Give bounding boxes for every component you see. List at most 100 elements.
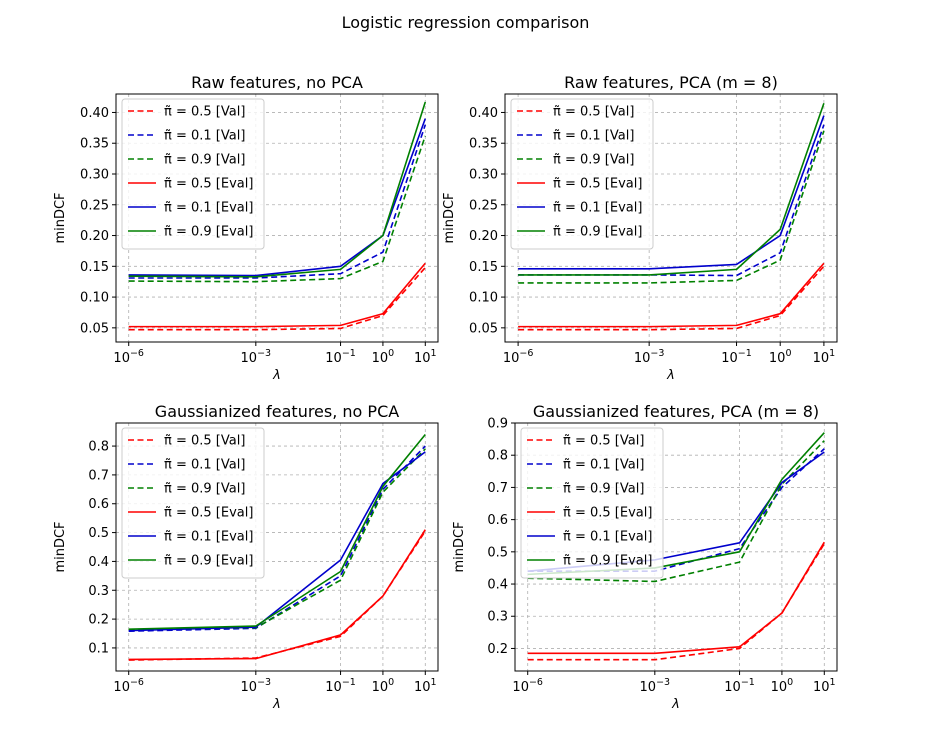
legend-entry: π̃ = 0.5 [Val] bbox=[164, 105, 245, 120]
x-tick-label: 10−6 bbox=[113, 677, 144, 695]
series-line-3 bbox=[128, 135, 427, 283]
subplot-3: 10−6 10−3 10−1 100 101 0.1 0.2 0.3 0.4 0.5 0.6 0.7 0… bbox=[53, 402, 439, 712]
legend-entry: π̃ = 0.1 [Val] bbox=[563, 458, 644, 473]
x-tick-label: 101 bbox=[813, 348, 836, 366]
x-tick-label: 100 bbox=[769, 348, 792, 366]
figure-suptitle: Logistic regression comparison bbox=[342, 13, 590, 32]
y-tick-label: 0.7 bbox=[88, 468, 109, 483]
y-tick-label: 0.20 bbox=[80, 229, 109, 244]
y-tick-label: 0.05 bbox=[469, 321, 498, 336]
legend-box bbox=[520, 427, 664, 579]
legend-box bbox=[121, 427, 265, 579]
y-tick-label: 0.9 bbox=[487, 417, 508, 432]
subplots: 10−6 10−3 10−1 100 101 0.05 0.10 0.15 0.20 0.25 0.… bbox=[53, 73, 838, 712]
series-line-3 bbox=[527, 440, 825, 583]
x-axis-label: λ bbox=[671, 697, 680, 712]
x-tick-label: 101 bbox=[813, 677, 836, 695]
x-tick-label: 10−1 bbox=[721, 348, 752, 366]
legend: π̃ = 0.5 [Val] π̃ = 0.1 [Val] π̃ = 0.9 [Va… bbox=[520, 427, 664, 579]
legend-entry: π̃ = 0.1 [Eval] bbox=[164, 530, 253, 545]
x-tick-label: 10−3 bbox=[640, 677, 671, 695]
y-axis-label: minDCF bbox=[53, 521, 68, 572]
y-tick-label: 0.7 bbox=[487, 481, 508, 496]
legend-entry: π̃ = 0.9 [Eval] bbox=[164, 225, 253, 240]
subplot-title: Raw features, PCA (m = 8) bbox=[564, 73, 778, 92]
series-line-2 bbox=[128, 445, 426, 632]
legend-box bbox=[510, 98, 654, 250]
x-tick-label: 101 bbox=[414, 677, 437, 695]
y-tick-label: 0.20 bbox=[469, 229, 498, 244]
series-line-2 bbox=[527, 448, 825, 572]
y-tick-label: 0.3 bbox=[88, 584, 109, 599]
x-axis-label: λ bbox=[666, 368, 675, 383]
series-line-5 bbox=[518, 115, 825, 270]
legend: π̃ = 0.5 [Val] π̃ = 0.1 [Val] π̃ = 0.9 [Va… bbox=[121, 98, 265, 250]
axes-frame bbox=[115, 93, 439, 343]
y-tick-label: 0.5 bbox=[88, 526, 109, 541]
legend-entry: π̃ = 0.9 [Eval] bbox=[563, 554, 652, 569]
series-line-4 bbox=[128, 529, 426, 661]
y-axis-label: minDCF bbox=[53, 192, 68, 243]
x-tick-label: 10−3 bbox=[241, 677, 272, 695]
y-tick-label: 0.30 bbox=[80, 168, 109, 183]
legend-entry: π̃ = 0.1 [Eval] bbox=[563, 530, 652, 545]
legend-entry: π̃ = 0.1 [Eval] bbox=[553, 201, 642, 216]
series-line-1 bbox=[128, 267, 426, 331]
axes-frame bbox=[115, 422, 439, 672]
legend-entry: π̃ = 0.5 [Eval] bbox=[563, 506, 652, 521]
axes-frame bbox=[504, 93, 838, 343]
legend-entry: π̃ = 0.9 [Eval] bbox=[164, 554, 253, 569]
series-line-5 bbox=[128, 118, 427, 277]
x-axis-label: λ bbox=[272, 368, 281, 383]
subplot-4: 10−6 10−3 10−1 100 101 0.2 0.3 0.4 0.5 0.6 0.7 0.8 0… bbox=[452, 402, 838, 712]
legend-entry: π̃ = 0.1 [Val] bbox=[164, 458, 245, 473]
y-tick-label: 0.15 bbox=[469, 260, 498, 275]
legend-entry: π̃ = 0.9 [Val] bbox=[563, 482, 644, 497]
legend-entry: π̃ = 0.5 [Val] bbox=[563, 434, 644, 449]
subplot-title: Raw features, no PCA bbox=[191, 73, 363, 92]
legend-entry: π̃ = 0.5 [Eval] bbox=[164, 177, 253, 192]
x-tick-label: 101 bbox=[414, 348, 437, 366]
y-tick-label: 0.40 bbox=[469, 106, 498, 121]
subplot-2: 10−6 10−3 10−1 100 101 0.05 0.10 0.15 0.20 0.25 0.… bbox=[442, 73, 838, 383]
x-tick-label: 10−3 bbox=[241, 348, 272, 366]
y-axis-label: minDCF bbox=[452, 521, 467, 572]
y-tick-label: 0.40 bbox=[80, 106, 109, 121]
y-tick-label: 0.8 bbox=[487, 449, 508, 464]
legend-entry: π̃ = 0.5 [Eval] bbox=[553, 177, 642, 192]
x-tick-label: 10−1 bbox=[325, 348, 356, 366]
y-tick-label: 0.05 bbox=[80, 321, 109, 336]
series-line-1 bbox=[518, 265, 825, 331]
series-line-4 bbox=[527, 541, 825, 655]
x-tick-label: 10−6 bbox=[113, 348, 144, 366]
y-tick-label: 0.1 bbox=[88, 641, 109, 656]
y-tick-label: 0.2 bbox=[88, 613, 109, 628]
series-line-4 bbox=[128, 262, 426, 328]
y-tick-label: 0.15 bbox=[80, 260, 109, 275]
series-line-4 bbox=[518, 262, 825, 328]
series-line-2 bbox=[128, 124, 427, 279]
y-tick-label: 0.10 bbox=[469, 291, 498, 306]
x-tick-label: 100 bbox=[372, 348, 395, 366]
y-tick-label: 0.4 bbox=[487, 578, 508, 593]
x-tick-label: 100 bbox=[372, 677, 395, 695]
legend-entry: π̃ = 0.5 [Eval] bbox=[164, 506, 253, 521]
series-line-6 bbox=[128, 434, 426, 630]
legend-entry: π̃ = 0.9 [Val] bbox=[553, 153, 634, 168]
y-tick-label: 0.35 bbox=[469, 137, 498, 152]
legend-entry: π̃ = 0.9 [Val] bbox=[164, 153, 245, 168]
y-tick-label: 0.6 bbox=[487, 513, 508, 528]
y-tick-label: 0.4 bbox=[88, 555, 109, 570]
x-tick-label: 100 bbox=[771, 677, 794, 695]
series-line-6 bbox=[128, 101, 427, 278]
legend-entry: π̃ = 0.5 [Val] bbox=[164, 434, 245, 449]
legend-entry: π̃ = 0.1 [Val] bbox=[553, 129, 634, 144]
legend-entry: π̃ = 0.5 [Val] bbox=[553, 105, 634, 120]
legend-entry: π̃ = 0.1 [Val] bbox=[164, 129, 245, 144]
x-tick-label: 10−1 bbox=[325, 677, 356, 695]
y-axis-label: minDCF bbox=[442, 192, 457, 243]
legend-entry: π̃ = 0.9 [Val] bbox=[164, 482, 245, 497]
x-tick-label: 10−6 bbox=[503, 348, 534, 366]
legend: π̃ = 0.5 [Val] π̃ = 0.1 [Val] π̃ = 0.9 [Va… bbox=[121, 427, 265, 579]
